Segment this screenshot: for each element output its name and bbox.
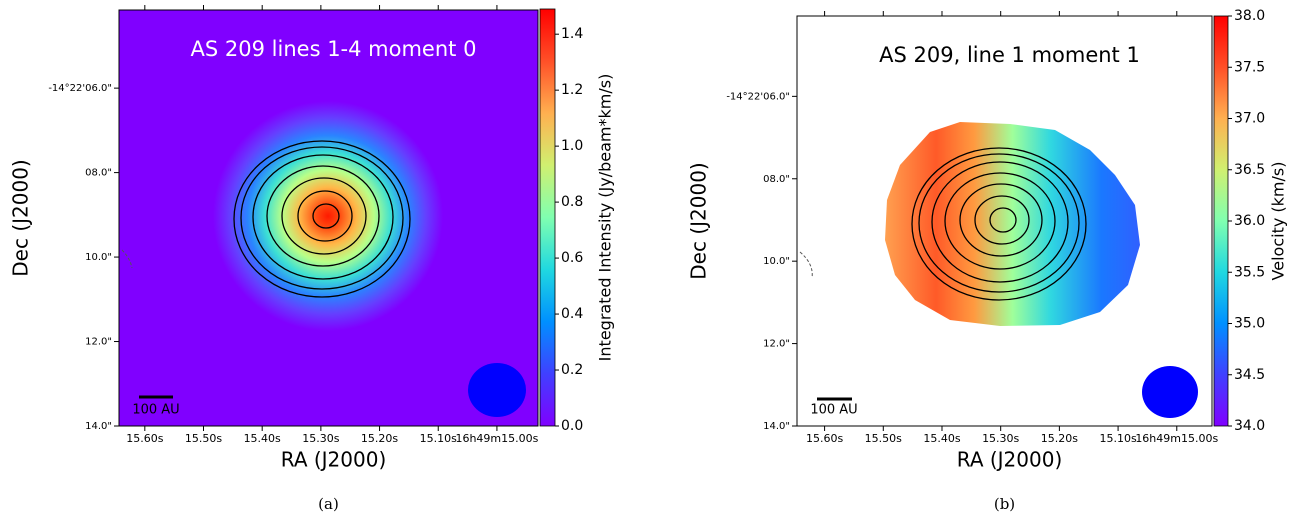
colorbar-tick-label: 0.8 — [561, 194, 583, 210]
panel-title: AS 209, line 1 moment 1 — [879, 43, 1140, 67]
colorbar-tick-label: 35.0 — [1234, 316, 1265, 332]
y-tick-label: 10.0" — [763, 256, 790, 267]
y-axis-label: Dec (J2000) — [687, 162, 711, 279]
y-tick-label: -14°22'06.0" — [726, 91, 790, 102]
x-axis-label: RA (J2000) — [281, 448, 387, 472]
x-axis-label: RA (J2000) — [957, 448, 1063, 472]
x-tick-label: 15.10s — [420, 432, 457, 445]
scale-bar-label: 100 AU — [132, 403, 179, 418]
y-tick-label: 14.0" — [85, 421, 112, 432]
colorbar-tick-label: 36.5 — [1234, 162, 1265, 178]
x-tick-label: 16h49m15.00s — [1135, 432, 1218, 445]
x-tick-label: 15.60s — [126, 432, 163, 445]
colorbar — [1213, 15, 1229, 427]
colorbar-tick-label: 35.5 — [1234, 264, 1265, 280]
y-tick-label: -14°22'06.0" — [48, 83, 112, 94]
colorbar-tick-label: 0.0 — [561, 418, 583, 434]
x-tick-label: 15.40s — [244, 432, 281, 445]
plot-frame — [796, 15, 1213, 427]
x-tick-label: 15.50s — [865, 432, 902, 445]
colorbar-tick-label: 1.4 — [561, 26, 583, 42]
colorbar-tick-label: 1.2 — [561, 82, 583, 98]
y-tick-label: 08.0" — [763, 174, 790, 185]
y-axis-label: Dec (J2000) — [9, 159, 33, 276]
colorbar-tick-label: 37.5 — [1234, 59, 1265, 75]
colorbar-tick-label: 0.2 — [561, 362, 583, 378]
image-a — [119, 10, 538, 426]
colorbar-tick-label: 36.0 — [1234, 213, 1265, 229]
colorbar-tick-label: 34.5 — [1234, 367, 1265, 383]
x-tick-label: 15.30s — [982, 432, 1019, 445]
caption: (b) — [994, 495, 1015, 513]
x-tick-label: 15.10s — [1099, 432, 1136, 445]
colorbar-tick-label: 0.6 — [561, 250, 583, 266]
image-b — [797, 16, 1212, 426]
plot-frame — [118, 9, 539, 427]
colorbar — [539, 8, 556, 427]
x-tick-label: 15.50s — [185, 432, 222, 445]
colorbar-tick-label: 37.0 — [1234, 111, 1265, 127]
colorbar-tick-label: 34.0 — [1234, 418, 1265, 434]
y-tick-label: 12.0" — [85, 337, 112, 348]
scale-bar-label: 100 AU — [810, 403, 857, 418]
colorbar-tick-label: 0.4 — [561, 306, 583, 322]
x-tick-label: 15.60s — [806, 432, 843, 445]
colorbar-tick-label: 1.0 — [561, 138, 583, 154]
caption: (a) — [318, 495, 339, 513]
y-tick-label: 14.0" — [763, 421, 790, 432]
x-tick-label: 15.20s — [1041, 432, 1078, 445]
colorbar-tick-label: 38.0 — [1234, 8, 1265, 24]
colorbar-label: Integrated Intensity (Jy/beam*km/s) — [596, 74, 615, 362]
x-tick-label: 16h49m15.00s — [455, 432, 538, 445]
y-tick-label: 08.0" — [85, 168, 112, 179]
x-tick-label: 15.40s — [923, 432, 960, 445]
y-tick-label: 10.0" — [85, 252, 112, 263]
panel-title: AS 209 lines 1-4 moment 0 — [191, 37, 477, 61]
x-tick-label: 15.20s — [361, 432, 398, 445]
x-tick-label: 15.30s — [302, 432, 339, 445]
y-tick-label: 12.0" — [763, 339, 790, 350]
colorbar-label: Velocity (km/s) — [1269, 162, 1288, 281]
